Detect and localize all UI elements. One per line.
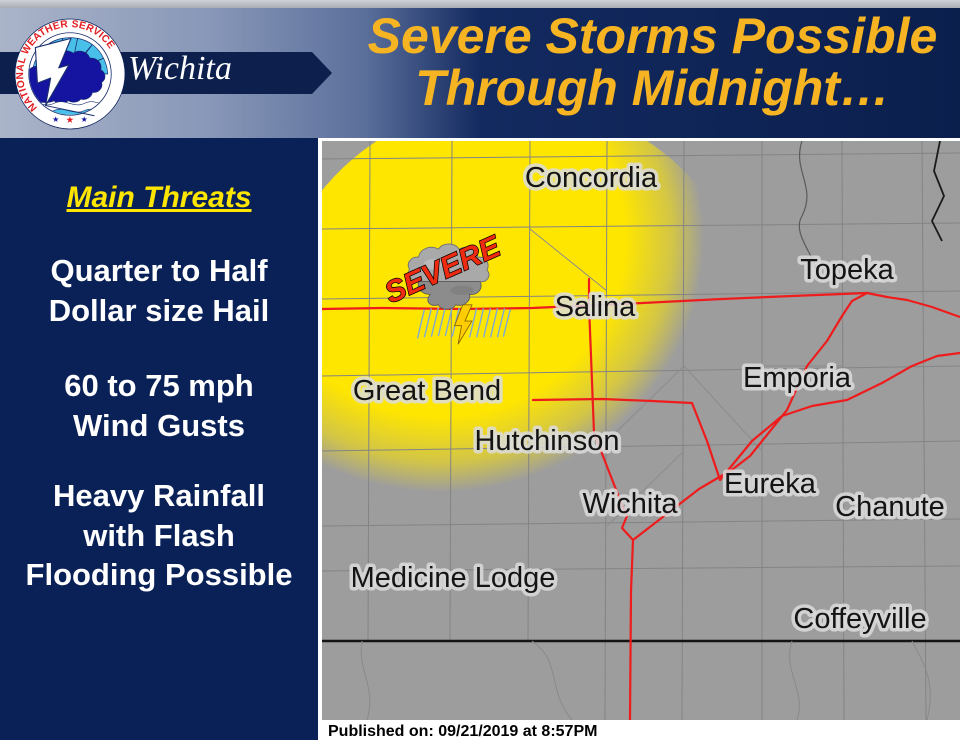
svg-text:Salina: Salina bbox=[555, 291, 636, 323]
svg-text:★: ★ bbox=[52, 115, 59, 124]
svg-text:Coffeyville: Coffeyville bbox=[793, 603, 926, 635]
svg-text:Medicine Lodge: Medicine Lodge bbox=[351, 562, 556, 594]
svg-text:Chanute: Chanute bbox=[835, 491, 945, 523]
svg-text:Wichita: Wichita bbox=[582, 488, 678, 520]
svg-text:Concordia: Concordia bbox=[525, 162, 658, 194]
svg-text:Eureka: Eureka bbox=[724, 468, 817, 500]
svg-text:Great Bend: Great Bend bbox=[353, 375, 501, 407]
svg-text:★: ★ bbox=[81, 115, 88, 124]
svg-text:Emporia: Emporia bbox=[743, 362, 852, 394]
svg-text:★: ★ bbox=[66, 115, 75, 126]
svg-text:Hutchinson: Hutchinson bbox=[474, 425, 619, 457]
svg-text:Topeka: Topeka bbox=[800, 254, 894, 286]
